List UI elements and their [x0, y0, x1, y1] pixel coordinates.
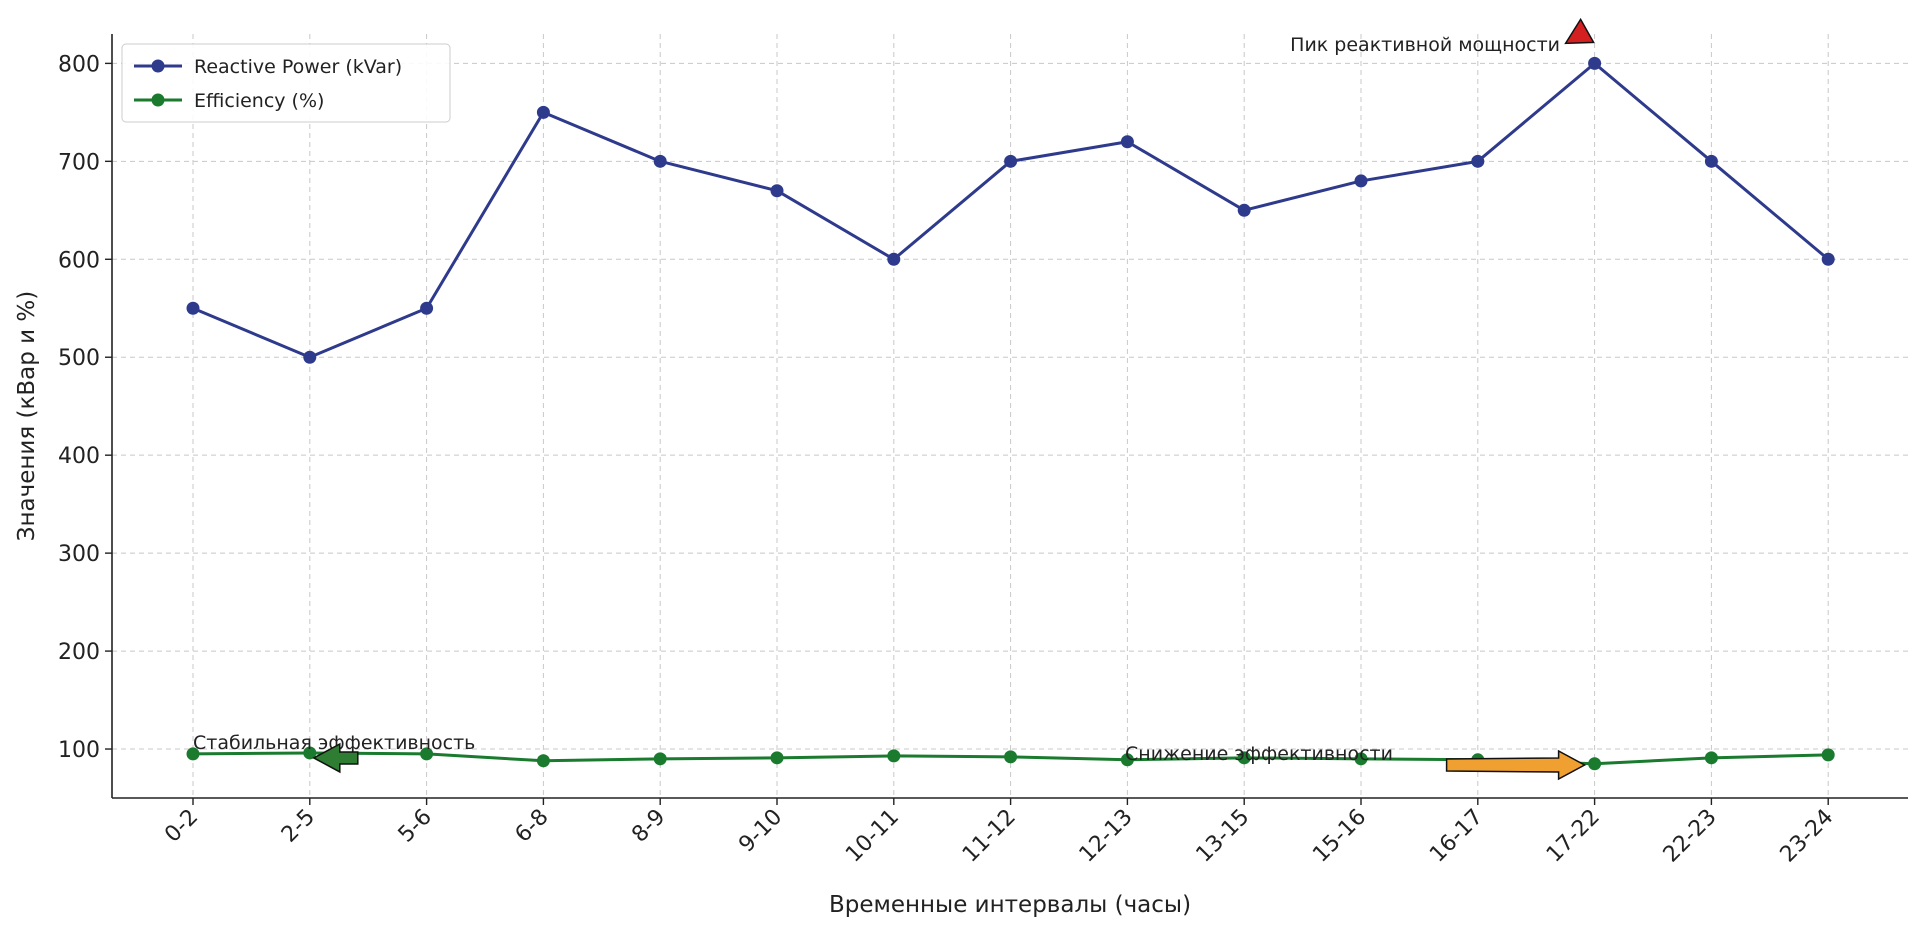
- annotation-label: Пик реактивной мощности: [1290, 34, 1560, 56]
- y-tick-label: 300: [58, 542, 100, 567]
- legend: Reactive Power (kVar) Efficiency (%): [121, 43, 451, 123]
- data-point: [303, 746, 317, 760]
- data-point: [1120, 753, 1134, 767]
- annotation-stable: Стабильная эффективность: [193, 732, 475, 774]
- data-point: [186, 747, 200, 761]
- y-tick-label: 500: [58, 346, 100, 371]
- x-tick-label: 23-24: [1776, 805, 1839, 868]
- data-point: [887, 749, 901, 763]
- y-tick-label: 600: [58, 248, 100, 273]
- data-point: [420, 747, 434, 761]
- series-group: [186, 56, 1835, 771]
- y-tick-label: 400: [58, 444, 100, 469]
- data-point: [1120, 135, 1134, 149]
- x-tick-label: 17-22: [1542, 805, 1605, 868]
- x-tick-label: 8-9: [627, 805, 670, 848]
- y-tick-label: 200: [58, 640, 100, 665]
- legend-marker: [151, 59, 165, 73]
- series-reactive-power: [186, 56, 1835, 364]
- x-tick-label: 12-13: [1075, 805, 1138, 868]
- data-point: [770, 751, 784, 765]
- x-tick-label: 11-12: [958, 805, 1021, 868]
- annotation-label: Снижение эффективности: [1125, 743, 1393, 765]
- grid: [112, 34, 1908, 798]
- legend-label: Efficiency (%): [194, 90, 324, 112]
- data-point: [653, 752, 667, 766]
- x-tick-label: 10-11: [841, 805, 904, 868]
- axes: [111, 34, 1908, 799]
- legend-marker: [151, 93, 165, 107]
- data-point: [1588, 757, 1602, 771]
- data-point: [1354, 752, 1368, 766]
- annotation-peak: Пик реактивной мощности: [1290, 17, 1595, 56]
- annotations: Пик реактивной мощности Стабильная эффект…: [193, 17, 1595, 781]
- data-point: [1588, 56, 1602, 70]
- y-ticks: 100 200 300 400 500 600 700 800: [58, 52, 112, 763]
- x-tick-label: 13-15: [1192, 805, 1255, 868]
- x-axis-title: Временные интервалы (часы): [829, 892, 1191, 918]
- data-point: [1821, 252, 1835, 266]
- data-point: [303, 350, 317, 364]
- data-point: [770, 184, 784, 198]
- data-point: [1237, 203, 1251, 217]
- data-point: [653, 154, 667, 168]
- y-tick-label: 100: [58, 738, 100, 763]
- data-point: [1704, 751, 1718, 765]
- x-tick-label: 6-8: [511, 805, 554, 848]
- x-tick-label: 0-2: [160, 805, 203, 848]
- data-point: [1237, 751, 1251, 765]
- x-tick-label: 2-5: [277, 805, 320, 848]
- data-point: [536, 754, 550, 768]
- data-point: [1004, 154, 1018, 168]
- y-tick-label: 800: [58, 52, 100, 77]
- legend-box: [121, 43, 451, 123]
- data-point: [1704, 154, 1718, 168]
- x-tick-label: 16-17: [1425, 805, 1488, 868]
- x-tick-label: 22-23: [1659, 805, 1722, 868]
- annotation-decline: Снижение эффективности: [1125, 743, 1587, 781]
- x-tick-label: 9-10: [734, 805, 787, 858]
- data-point: [887, 252, 901, 266]
- legend-label: Reactive Power (kVar): [194, 56, 402, 78]
- data-point: [186, 301, 200, 315]
- annotation-arrow-green: [312, 742, 359, 774]
- x-tick-label: 15-16: [1308, 805, 1371, 868]
- annotation-arrow-red: [1564, 17, 1595, 45]
- data-point: [1471, 154, 1485, 168]
- x-tick-label: 5-6: [394, 805, 437, 848]
- y-tick-label: 700: [58, 150, 100, 175]
- data-point: [1354, 174, 1368, 188]
- data-point: [1821, 748, 1835, 762]
- annotation-label: Стабильная эффективность: [193, 732, 475, 754]
- data-point: [420, 301, 434, 315]
- annotation-arrow-orange: [1445, 749, 1587, 781]
- x-ticks: 0-2 2-5 5-6 6-8 8-9 9-10 10-11 11-12 12-13 13-15 1…: [160, 798, 1838, 867]
- y-axis-title: Значения (кВар и %): [14, 291, 40, 541]
- data-point: [536, 105, 550, 119]
- data-point: [1004, 750, 1018, 764]
